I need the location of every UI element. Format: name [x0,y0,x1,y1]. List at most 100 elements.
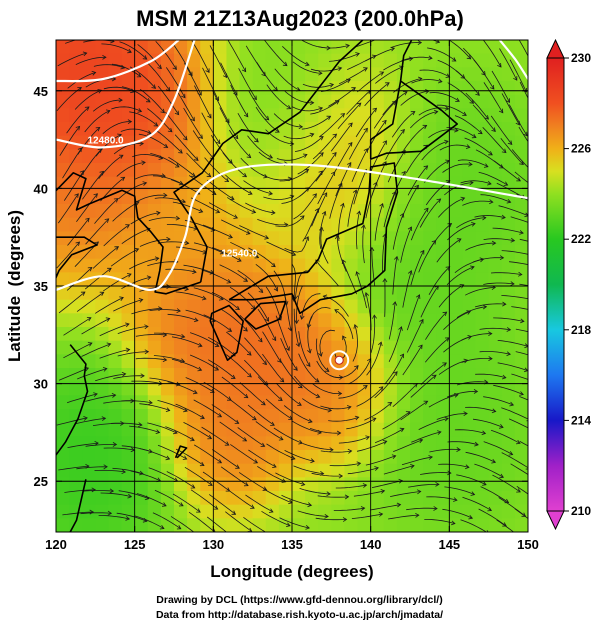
streamline [419,198,441,228]
temperature-cell [357,327,372,342]
temperature-cell [69,245,83,260]
temperature-cell [475,299,490,314]
temperature-cell [265,422,280,437]
streamline-arrow [227,327,233,332]
temperature-cell [410,299,424,314]
streamline [439,144,470,151]
streamline [293,193,317,220]
streamline [336,235,347,272]
temperature-cell [488,53,503,68]
streamline-arrow [498,108,504,114]
streamline [302,443,334,451]
temperature-cell [69,53,83,68]
temperature-cell [410,354,424,369]
temperature-cell [475,463,490,478]
temperature-cell [160,176,175,191]
temperature-cell [147,340,162,355]
streamline-arrow [337,391,343,396]
streamline-arrow [372,107,378,113]
temperature-cell [239,122,254,137]
temperature-cell [95,217,110,232]
temperature-cell [121,368,136,383]
streamline-arrow [484,115,489,120]
streamline [465,242,496,251]
temperature-cell [82,409,96,424]
streamline-arrow [215,208,221,214]
temperature-cell [449,40,464,55]
streamline [77,368,107,380]
temperature-cell [174,53,188,68]
temperature-cell [278,313,293,328]
temperature-cell [147,245,162,260]
temperature-cell [423,327,437,342]
streamline [80,512,112,515]
temperature-cell [514,518,528,532]
temperature-cell [423,40,437,55]
streamline [113,375,145,379]
streamline-arrow [435,481,440,487]
streamline [103,86,135,93]
temperature-cell [410,477,424,492]
streamline-arrow [462,111,467,116]
streamline [76,291,104,312]
temperature-cell [318,409,332,424]
streamline-arrow [402,91,408,96]
temperature-cell [278,422,293,437]
streamline [170,179,200,195]
streamline-arrow [442,362,447,367]
temperature-cell [462,231,477,246]
streamline-arrow [391,454,397,459]
streamline-arrow [110,40,115,44]
temperature-cell [252,422,267,437]
temperature-cell [292,491,306,506]
temperature-cell [383,450,398,465]
temperature-cell [318,327,332,342]
temperature-cell [475,313,490,328]
temperature-cell [82,518,96,532]
temperature-cell [501,135,516,150]
temperature-cell [82,436,96,451]
temperature-cell [305,81,319,96]
streamline-arrow [271,210,276,215]
temperature-cell [436,94,450,109]
temperature-cell [462,53,477,68]
temperature-cell [226,491,241,506]
temperature-cell [488,381,503,396]
streamline-arrow [139,141,144,146]
height-contour [56,40,180,83]
temperature-cell [488,245,503,260]
temperature-cell [462,94,477,109]
temperature-cell [318,135,332,150]
temperature-cell [475,81,490,96]
temperature-cell [108,340,123,355]
streamline-arrow [501,214,506,220]
temperature-cell [357,313,372,328]
temperature-cell [160,491,175,506]
streamline [58,291,86,314]
streamline-arrow [281,478,287,483]
streamline-arrow [356,210,362,216]
temperature-cell [357,245,372,260]
streamline [454,429,486,434]
streamline-arrow [184,240,190,246]
temperature-cell [160,149,175,164]
temperature-cell [265,94,280,109]
temperature-cell [501,491,516,506]
temperature-cell [239,436,254,451]
temperature-cell [278,67,293,82]
streamline-arrow [442,311,448,317]
temperature-cell [187,313,201,328]
streamline-arrow [94,440,99,446]
temperature-cell [410,135,424,150]
colorbar-extend-min [546,510,565,531]
streamline-arrow [371,417,377,422]
temperature-cell [383,94,398,109]
streamline-arrow [329,82,335,88]
streamline-arrow [102,54,107,60]
temperature-cell [160,477,175,492]
streamline [220,62,238,96]
temperature-cell [239,204,254,219]
temperature-cell [200,299,214,314]
streamline [134,515,165,529]
temperature-cell [475,176,490,191]
